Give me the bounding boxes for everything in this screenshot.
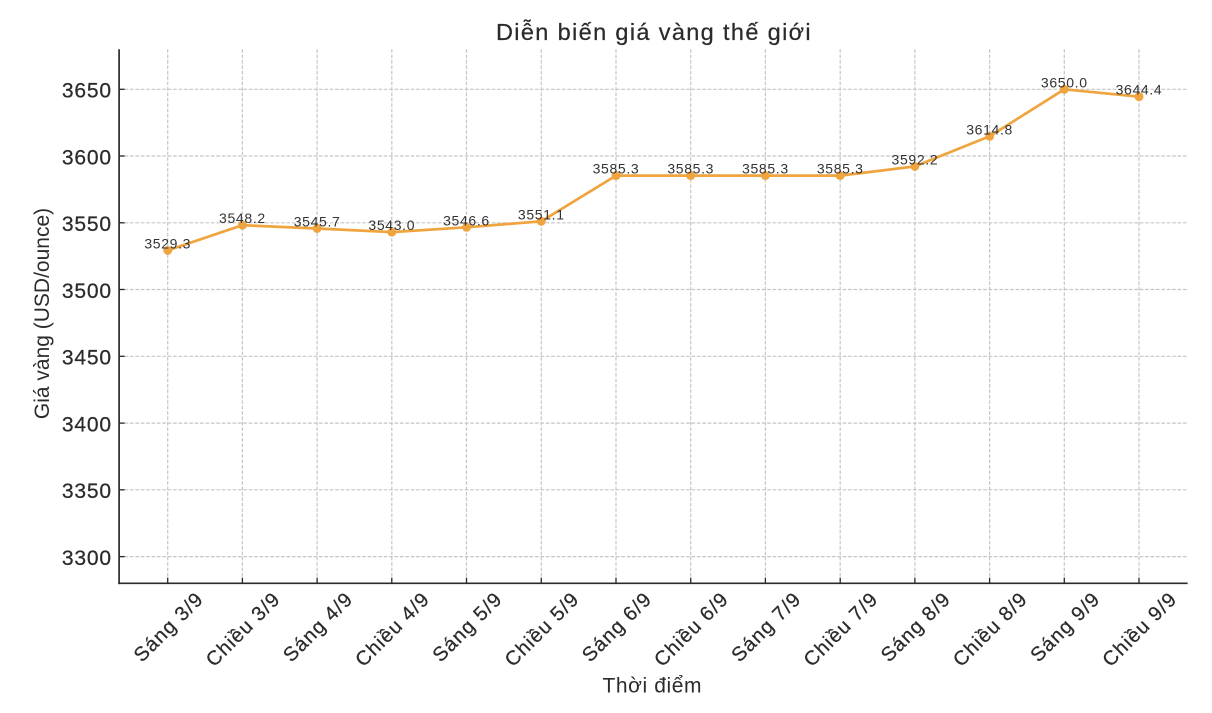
svg-text:Giá vàng (USD/ounce): Giá vàng (USD/ounce)	[31, 208, 54, 419]
svg-text:3529.3: 3529.3	[144, 235, 191, 251]
svg-text:3300: 3300	[62, 547, 112, 570]
svg-text:3650: 3650	[62, 80, 112, 103]
svg-text:3650.0: 3650.0	[1041, 74, 1088, 90]
svg-text:3614.8: 3614.8	[966, 121, 1013, 137]
svg-text:3585.3: 3585.3	[742, 161, 789, 177]
svg-text:3450: 3450	[62, 347, 112, 370]
svg-text:3500: 3500	[62, 280, 112, 303]
svg-text:Thời điểm: Thời điểm	[602, 674, 702, 697]
svg-text:3600: 3600	[62, 146, 112, 169]
svg-text:3400: 3400	[62, 413, 112, 436]
svg-text:3585.3: 3585.3	[817, 161, 864, 177]
svg-text:3644.4: 3644.4	[1116, 82, 1163, 98]
svg-text:3548.2: 3548.2	[219, 210, 266, 226]
svg-text:3546.6: 3546.6	[443, 212, 490, 228]
svg-text:Diễn biến giá vàng thế giới: Diễn biến giá vàng thế giới	[496, 19, 812, 45]
svg-text:3551.1: 3551.1	[518, 206, 565, 222]
svg-text:3585.3: 3585.3	[593, 161, 640, 177]
svg-text:3543.0: 3543.0	[368, 217, 415, 233]
svg-text:3545.7: 3545.7	[294, 214, 341, 230]
svg-text:3350: 3350	[62, 480, 112, 503]
svg-text:3585.3: 3585.3	[667, 161, 714, 177]
svg-text:3550: 3550	[62, 213, 112, 236]
svg-text:3592.2: 3592.2	[892, 151, 939, 167]
